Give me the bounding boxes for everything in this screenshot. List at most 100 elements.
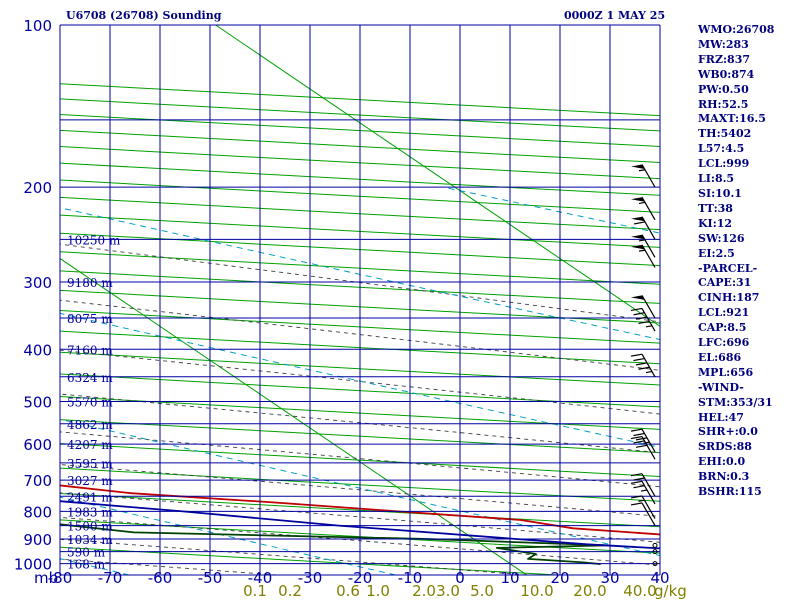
index-item: BRN:0.3	[698, 470, 750, 484]
wind-barb-staff	[641, 196, 656, 221]
index-item: SRDS:88	[698, 440, 752, 454]
wind-barb-halfflag	[640, 489, 648, 492]
wind-barb	[631, 196, 656, 221]
index-item: BSHR:115	[698, 485, 762, 499]
temperature-tick: 20	[550, 569, 569, 587]
height-label: 7160 m	[67, 343, 113, 357]
pressure-label: 500	[23, 393, 52, 411]
wind-barb-flag	[630, 428, 643, 432]
wind-barb	[631, 164, 656, 188]
wind-barb-staff	[641, 353, 656, 378]
wind-barb-pennant	[631, 244, 645, 250]
wind-barb-flag	[630, 473, 643, 477]
temperature-tick: -20	[348, 569, 373, 587]
index-item: SW:126	[698, 231, 745, 245]
wind-barb-staff	[641, 164, 656, 188]
mixing-ratio-label: 10.0	[520, 582, 553, 600]
index-item: KI:12	[698, 216, 733, 230]
mixing-ratio-line	[60, 496, 396, 575]
wind-barb-staff	[641, 295, 656, 319]
wind-barb-flag	[635, 444, 648, 448]
wind-barb	[630, 307, 656, 332]
temperature-tick: -30	[298, 569, 323, 587]
index-item: MPL:656	[698, 365, 754, 379]
index-item: LI:8.5	[698, 172, 735, 186]
wind-barb-pennant	[631, 197, 645, 202]
index-item: LCL:999	[698, 157, 750, 171]
index-item: EI:2.5	[698, 246, 735, 260]
wind-barb	[631, 244, 656, 268]
wind-barb-flag	[633, 221, 646, 225]
pressure-label: 1000	[14, 556, 52, 574]
moist-adiabat	[0, 274, 27, 575]
moist-adiabat	[60, 517, 660, 566]
moist-adiabat	[60, 558, 277, 575]
mixing-ratio-label: 2.0	[412, 582, 436, 600]
index-item: EL:686	[698, 350, 742, 364]
index-item: -PARCEL-	[698, 261, 758, 275]
temperature-tick: 40	[650, 569, 669, 587]
wind-barb-flag	[630, 353, 643, 357]
wind-barb	[630, 502, 656, 526]
index-item: LFC:696	[698, 336, 750, 350]
height-label: 4862 m	[67, 418, 113, 432]
wind-barb-calm	[652, 561, 658, 567]
index-item: L57:4.5	[698, 142, 745, 156]
temperature-tick: -50	[198, 569, 223, 587]
wind-barb-flag	[630, 495, 643, 499]
wind-barb	[630, 495, 656, 519]
height-label: 3595 m	[67, 457, 113, 471]
wind-barb-halfflag	[645, 325, 653, 328]
temperature-tick: -80	[48, 569, 73, 587]
height-label: 168 m	[67, 558, 106, 572]
wind-barb-flag	[633, 440, 645, 444]
temperature-tick: -40	[248, 569, 273, 587]
wind-barb-flag	[635, 437, 648, 441]
pressure-label: 100	[23, 17, 52, 35]
wind-barb-staff	[641, 473, 656, 497]
valid-time: 0000Z 1 MAY 25	[564, 9, 666, 22]
wind-barb-staff	[641, 502, 656, 526]
wind-barb-halfflag	[638, 239, 646, 242]
station-title: U6708 (26708) Sounding	[66, 9, 222, 22]
pressure-label: 400	[23, 341, 52, 359]
temperature-tick: -60	[148, 569, 173, 587]
index-item: TT:38	[698, 201, 733, 215]
pressure-label: 800	[23, 503, 52, 521]
height-label: 590 m	[67, 546, 106, 560]
height-label: 4207 m	[67, 438, 113, 452]
pressure-label: 700	[23, 472, 52, 490]
dry-adiabat	[60, 214, 660, 248]
wind-barb	[631, 295, 656, 319]
mixing-ratio-label: 0.2	[278, 582, 302, 600]
index-item: RH:52.5	[698, 97, 749, 111]
dry-adiabat	[60, 232, 660, 267]
temperature-tick: 0	[455, 569, 465, 587]
mixing-ratio-label: 20.0	[573, 582, 606, 600]
wind-barb-staff	[641, 428, 656, 453]
index-item: HEL:47	[698, 410, 744, 424]
wind-barb-staff	[641, 481, 656, 505]
moist-adiabat	[60, 492, 660, 543]
index-item: CAPE:31	[698, 276, 752, 290]
wind-barb-pennant	[631, 295, 645, 300]
wind-barb-flag	[635, 362, 648, 366]
wind-barb-flag	[638, 320, 650, 325]
wind-barb-pennant	[631, 216, 645, 222]
height-label: 1500 m	[67, 520, 113, 534]
wind-barb-halfflag	[638, 499, 645, 502]
wind-barb-halfflag	[638, 201, 646, 205]
mixing-ratio-unit: g/kg	[654, 582, 687, 600]
height-label: 1983 m	[67, 505, 113, 519]
wind-barb-flag	[633, 485, 645, 489]
wind-barb-pennant	[631, 164, 645, 170]
wind-barb-staff	[641, 244, 656, 268]
index-item: MAXT:16.5	[698, 112, 766, 126]
index-item: CAP:8.5	[698, 321, 747, 335]
wind-barb-flag	[638, 366, 650, 370]
mixing-ratio-label: 5.0	[470, 582, 494, 600]
mixing-ratio-label: 0.1	[243, 582, 267, 600]
wind-barb-calm	[652, 549, 658, 555]
wind-barb-staff	[641, 436, 656, 460]
height-label: 6324 m	[67, 371, 113, 385]
